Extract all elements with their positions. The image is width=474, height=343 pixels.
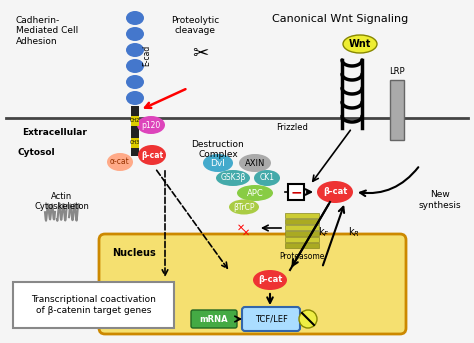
Text: Proteolytic
cleavage: Proteolytic cleavage — [171, 16, 219, 35]
Text: Actin
Cytoskeleton: Actin Cytoskeleton — [35, 192, 90, 211]
Bar — [285, 243, 319, 248]
Text: LRP: LRP — [389, 67, 405, 76]
Text: CH2: CH2 — [130, 118, 140, 123]
Text: Extracellular: Extracellular — [22, 128, 87, 137]
Bar — [390, 80, 404, 140]
Text: CK1: CK1 — [259, 174, 274, 182]
Text: βTrCP: βTrCP — [233, 202, 255, 212]
Text: Nucleus: Nucleus — [112, 248, 156, 258]
Ellipse shape — [343, 35, 377, 53]
Bar — [285, 213, 319, 218]
Text: k$_F$: k$_F$ — [318, 225, 330, 239]
Ellipse shape — [253, 270, 287, 290]
Ellipse shape — [137, 116, 165, 134]
Circle shape — [299, 310, 317, 328]
Bar — [131, 116, 139, 126]
Ellipse shape — [229, 200, 259, 214]
Text: ✕: ✕ — [237, 223, 245, 233]
Bar — [285, 231, 319, 236]
Text: Frizzled: Frizzled — [276, 123, 308, 132]
Ellipse shape — [254, 170, 280, 186]
Ellipse shape — [317, 181, 353, 203]
Text: ✂: ✂ — [192, 45, 208, 63]
Text: mRNA: mRNA — [200, 315, 228, 323]
Ellipse shape — [138, 145, 166, 165]
Text: TCF/LEF: TCF/LEF — [255, 315, 287, 323]
Text: Proteasome: Proteasome — [279, 252, 325, 261]
Text: APC: APC — [246, 189, 264, 198]
FancyBboxPatch shape — [242, 307, 300, 331]
Text: −: − — [290, 185, 302, 199]
Bar — [285, 225, 319, 230]
Ellipse shape — [126, 75, 144, 89]
Ellipse shape — [126, 91, 144, 105]
Text: Canonical Wnt Signaling: Canonical Wnt Signaling — [272, 14, 408, 24]
Text: p120: p120 — [141, 120, 161, 130]
Text: β-cat: β-cat — [258, 275, 282, 284]
FancyBboxPatch shape — [13, 282, 174, 328]
Ellipse shape — [126, 11, 144, 25]
Text: β-cat: β-cat — [323, 188, 347, 197]
Bar — [131, 106, 139, 156]
Ellipse shape — [126, 43, 144, 57]
Ellipse shape — [239, 154, 271, 172]
Text: β-cat: β-cat — [141, 151, 163, 159]
Text: k$_R$: k$_R$ — [348, 225, 360, 239]
Text: Cadherin-
Mediated Cell
Adhesion: Cadherin- Mediated Cell Adhesion — [16, 16, 78, 46]
Text: Transcriptional coactivation
of β-catenin target genes: Transcriptional coactivation of β-cateni… — [32, 295, 156, 315]
Text: ✕: ✕ — [242, 228, 250, 238]
Text: E-cad: E-cad — [143, 44, 152, 66]
Ellipse shape — [237, 185, 273, 201]
FancyBboxPatch shape — [191, 310, 237, 328]
Text: α-cat: α-cat — [110, 157, 130, 166]
Bar — [285, 237, 319, 242]
Text: Cytosol: Cytosol — [18, 148, 55, 157]
Text: New
synthesis: New synthesis — [419, 190, 461, 210]
FancyBboxPatch shape — [99, 234, 406, 334]
Ellipse shape — [126, 59, 144, 73]
Text: CH3: CH3 — [130, 141, 140, 145]
Bar — [131, 138, 139, 148]
Text: GSK3β: GSK3β — [220, 174, 246, 182]
Bar — [285, 219, 319, 224]
Text: AXIN: AXIN — [245, 158, 265, 167]
Text: Dvl: Dvl — [210, 158, 226, 167]
Ellipse shape — [203, 154, 233, 172]
Ellipse shape — [107, 153, 133, 171]
Ellipse shape — [126, 27, 144, 41]
Ellipse shape — [216, 170, 250, 186]
Text: Destruction
Complex: Destruction Complex — [191, 140, 245, 159]
Bar — [288, 184, 304, 200]
Text: Wnt: Wnt — [349, 39, 371, 49]
